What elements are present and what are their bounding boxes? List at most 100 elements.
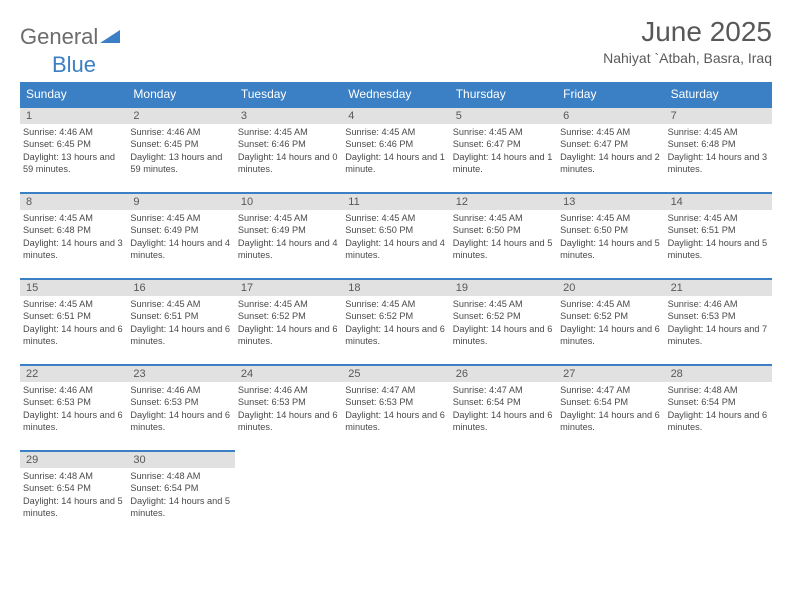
- day-cell: 13Sunrise: 4:45 AMSunset: 6:50 PMDayligh…: [557, 192, 664, 278]
- day-content: Sunrise: 4:45 AMSunset: 6:51 PMDaylight:…: [20, 296, 127, 352]
- day-cell: 25Sunrise: 4:47 AMSunset: 6:53 PMDayligh…: [342, 364, 449, 450]
- day-content: Sunrise: 4:46 AMSunset: 6:53 PMDaylight:…: [127, 382, 234, 438]
- day-cell: 1Sunrise: 4:46 AMSunset: 6:45 PMDaylight…: [20, 106, 127, 192]
- day-number: 28: [665, 366, 772, 382]
- day-number: 8: [20, 194, 127, 210]
- weekday-header: Thursday: [450, 82, 557, 106]
- day-content: Sunrise: 4:45 AMSunset: 6:46 PMDaylight:…: [342, 124, 449, 180]
- logo-line2: Blue: [52, 52, 792, 78]
- day-cell: 20Sunrise: 4:45 AMSunset: 6:52 PMDayligh…: [557, 278, 664, 364]
- day-content: Sunrise: 4:46 AMSunset: 6:53 PMDaylight:…: [665, 296, 772, 352]
- day-content: Sunrise: 4:48 AMSunset: 6:54 PMDaylight:…: [665, 382, 772, 438]
- day-cell: 26Sunrise: 4:47 AMSunset: 6:54 PMDayligh…: [450, 364, 557, 450]
- day-number: 11: [342, 194, 449, 210]
- day-cell: 10Sunrise: 4:45 AMSunset: 6:49 PMDayligh…: [235, 192, 342, 278]
- empty-cell: [342, 450, 449, 536]
- day-content: Sunrise: 4:48 AMSunset: 6:54 PMDaylight:…: [127, 468, 234, 524]
- day-number: 1: [20, 108, 127, 124]
- day-cell: 14Sunrise: 4:45 AMSunset: 6:51 PMDayligh…: [665, 192, 772, 278]
- day-cell: 22Sunrise: 4:46 AMSunset: 6:53 PMDayligh…: [20, 364, 127, 450]
- calendar-grid: SundayMondayTuesdayWednesdayThursdayFrid…: [20, 82, 772, 536]
- logo-text-blue: Blue: [52, 52, 96, 77]
- day-number: 24: [235, 366, 342, 382]
- day-number: 27: [557, 366, 664, 382]
- day-cell: 3Sunrise: 4:45 AMSunset: 6:46 PMDaylight…: [235, 106, 342, 192]
- weekday-header: Friday: [557, 82, 664, 106]
- day-number: 4: [342, 108, 449, 124]
- day-cell: 2Sunrise: 4:46 AMSunset: 6:45 PMDaylight…: [127, 106, 234, 192]
- day-cell: 15Sunrise: 4:45 AMSunset: 6:51 PMDayligh…: [20, 278, 127, 364]
- day-content: Sunrise: 4:45 AMSunset: 6:46 PMDaylight:…: [235, 124, 342, 180]
- day-number: 30: [127, 452, 234, 468]
- empty-cell: [557, 450, 664, 536]
- day-content: Sunrise: 4:48 AMSunset: 6:54 PMDaylight:…: [20, 468, 127, 524]
- day-content: Sunrise: 4:47 AMSunset: 6:54 PMDaylight:…: [450, 382, 557, 438]
- day-number: 2: [127, 108, 234, 124]
- day-number: 12: [450, 194, 557, 210]
- day-number: 13: [557, 194, 664, 210]
- empty-cell: [665, 450, 772, 536]
- day-number: 18: [342, 280, 449, 296]
- day-cell: 8Sunrise: 4:45 AMSunset: 6:48 PMDaylight…: [20, 192, 127, 278]
- day-content: Sunrise: 4:45 AMSunset: 6:52 PMDaylight:…: [450, 296, 557, 352]
- day-content: Sunrise: 4:46 AMSunset: 6:53 PMDaylight:…: [20, 382, 127, 438]
- day-content: Sunrise: 4:47 AMSunset: 6:54 PMDaylight:…: [557, 382, 664, 438]
- day-cell: 6Sunrise: 4:45 AMSunset: 6:47 PMDaylight…: [557, 106, 664, 192]
- calendar-page: General June 2025 Nahiyat `Atbah, Basra,…: [0, 0, 792, 552]
- day-content: Sunrise: 4:45 AMSunset: 6:52 PMDaylight:…: [342, 296, 449, 352]
- empty-cell: [235, 450, 342, 536]
- day-content: Sunrise: 4:45 AMSunset: 6:48 PMDaylight:…: [665, 124, 772, 180]
- day-content: Sunrise: 4:45 AMSunset: 6:50 PMDaylight:…: [342, 210, 449, 266]
- day-number: 25: [342, 366, 449, 382]
- day-content: Sunrise: 4:45 AMSunset: 6:47 PMDaylight:…: [557, 124, 664, 180]
- day-content: Sunrise: 4:46 AMSunset: 6:53 PMDaylight:…: [235, 382, 342, 438]
- day-cell: 19Sunrise: 4:45 AMSunset: 6:52 PMDayligh…: [450, 278, 557, 364]
- day-content: Sunrise: 4:46 AMSunset: 6:45 PMDaylight:…: [20, 124, 127, 180]
- day-number: 16: [127, 280, 234, 296]
- day-content: Sunrise: 4:45 AMSunset: 6:50 PMDaylight:…: [557, 210, 664, 266]
- weekday-header: Tuesday: [235, 82, 342, 106]
- day-cell: 9Sunrise: 4:45 AMSunset: 6:49 PMDaylight…: [127, 192, 234, 278]
- day-number: 6: [557, 108, 664, 124]
- month-title: June 2025: [603, 16, 772, 48]
- logo: General: [20, 24, 120, 50]
- day-cell: 12Sunrise: 4:45 AMSunset: 6:50 PMDayligh…: [450, 192, 557, 278]
- day-number: 9: [127, 194, 234, 210]
- day-cell: 16Sunrise: 4:45 AMSunset: 6:51 PMDayligh…: [127, 278, 234, 364]
- day-cell: 29Sunrise: 4:48 AMSunset: 6:54 PMDayligh…: [20, 450, 127, 536]
- day-content: Sunrise: 4:45 AMSunset: 6:48 PMDaylight:…: [20, 210, 127, 266]
- day-number: 29: [20, 452, 127, 468]
- day-cell: 21Sunrise: 4:46 AMSunset: 6:53 PMDayligh…: [665, 278, 772, 364]
- day-cell: 24Sunrise: 4:46 AMSunset: 6:53 PMDayligh…: [235, 364, 342, 450]
- logo-text-general: General: [20, 24, 98, 50]
- day-cell: 28Sunrise: 4:48 AMSunset: 6:54 PMDayligh…: [665, 364, 772, 450]
- weekday-header: Wednesday: [342, 82, 449, 106]
- day-content: Sunrise: 4:46 AMSunset: 6:45 PMDaylight:…: [127, 124, 234, 180]
- day-number: 5: [450, 108, 557, 124]
- day-content: Sunrise: 4:45 AMSunset: 6:52 PMDaylight:…: [235, 296, 342, 352]
- day-cell: 5Sunrise: 4:45 AMSunset: 6:47 PMDaylight…: [450, 106, 557, 192]
- day-content: Sunrise: 4:45 AMSunset: 6:52 PMDaylight:…: [557, 296, 664, 352]
- day-cell: 17Sunrise: 4:45 AMSunset: 6:52 PMDayligh…: [235, 278, 342, 364]
- day-cell: 27Sunrise: 4:47 AMSunset: 6:54 PMDayligh…: [557, 364, 664, 450]
- day-number: 26: [450, 366, 557, 382]
- day-number: 15: [20, 280, 127, 296]
- day-cell: 30Sunrise: 4:48 AMSunset: 6:54 PMDayligh…: [127, 450, 234, 536]
- day-content: Sunrise: 4:45 AMSunset: 6:47 PMDaylight:…: [450, 124, 557, 180]
- empty-cell: [450, 450, 557, 536]
- weekday-header: Sunday: [20, 82, 127, 106]
- day-number: 23: [127, 366, 234, 382]
- day-cell: 18Sunrise: 4:45 AMSunset: 6:52 PMDayligh…: [342, 278, 449, 364]
- day-number: 10: [235, 194, 342, 210]
- weekday-header: Saturday: [665, 82, 772, 106]
- day-content: Sunrise: 4:47 AMSunset: 6:53 PMDaylight:…: [342, 382, 449, 438]
- day-number: 22: [20, 366, 127, 382]
- day-number: 3: [235, 108, 342, 124]
- day-content: Sunrise: 4:45 AMSunset: 6:51 PMDaylight:…: [127, 296, 234, 352]
- day-cell: 23Sunrise: 4:46 AMSunset: 6:53 PMDayligh…: [127, 364, 234, 450]
- weekday-header: Monday: [127, 82, 234, 106]
- day-content: Sunrise: 4:45 AMSunset: 6:49 PMDaylight:…: [127, 210, 234, 266]
- day-cell: 11Sunrise: 4:45 AMSunset: 6:50 PMDayligh…: [342, 192, 449, 278]
- day-content: Sunrise: 4:45 AMSunset: 6:51 PMDaylight:…: [665, 210, 772, 266]
- day-number: 17: [235, 280, 342, 296]
